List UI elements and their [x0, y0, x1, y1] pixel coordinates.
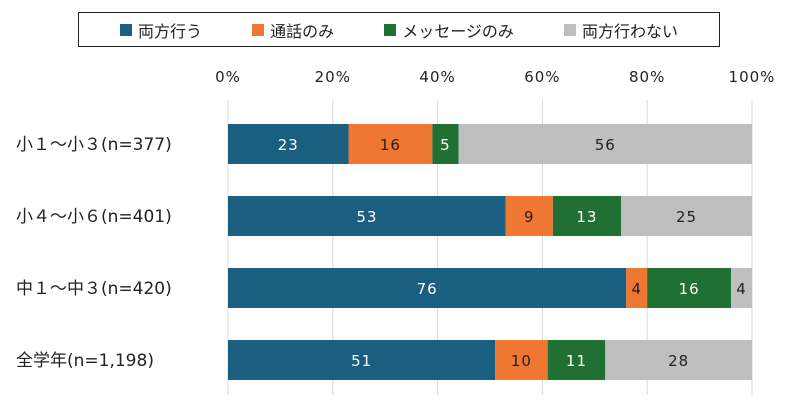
x-tick-label: 0%	[215, 68, 241, 86]
data-label: 16	[380, 136, 401, 154]
data-label: 4	[736, 280, 747, 298]
data-label: 13	[576, 208, 597, 226]
data-label: 51	[351, 352, 372, 370]
bar-segment	[547, 340, 606, 380]
legend-label: 両方行わない	[581, 21, 678, 41]
data-label: 11	[566, 352, 587, 370]
data-label: 23	[278, 136, 299, 154]
x-tick-label: 60%	[524, 68, 560, 86]
x-tick-label: 20%	[315, 68, 351, 86]
legend-label: メッセージのみ	[402, 21, 514, 41]
legend-label: 両方行う	[138, 21, 203, 41]
legend-swatch	[252, 23, 265, 36]
legend-swatch	[563, 23, 576, 36]
legend-label: 通話のみ	[270, 21, 335, 41]
category-label: 全学年(n=1,198)	[16, 351, 154, 371]
x-tick-label: 100%	[729, 68, 776, 86]
bar-segment	[505, 196, 553, 236]
data-label: 25	[676, 208, 697, 226]
bar-segment	[495, 340, 548, 380]
category-label: 中１～中３(n=420)	[16, 279, 172, 299]
bar-segment	[605, 340, 752, 380]
legend-item: 通話のみ	[252, 18, 334, 42]
bar-segment	[228, 268, 627, 308]
data-label: 16	[679, 280, 700, 298]
bar-segment	[348, 124, 433, 164]
data-label: 76	[417, 280, 438, 298]
legend-item: 両方行う	[120, 18, 202, 42]
data-label: 53	[356, 208, 377, 226]
category-label: 小４～小６(n=401)	[16, 207, 172, 227]
legend-item: 両方行わない	[563, 18, 678, 42]
bar-segment	[228, 340, 496, 380]
category-label: 小１～小３(n=377)	[16, 135, 172, 155]
bar-segment	[432, 124, 459, 164]
bar-segment	[228, 196, 506, 236]
bar-segment	[552, 196, 621, 236]
bar-segment	[626, 268, 648, 308]
x-tick-label: 40%	[419, 68, 455, 86]
bar-segment	[458, 124, 752, 164]
data-label: 4	[631, 280, 642, 298]
data-label: 56	[595, 136, 616, 154]
data-label: 28	[668, 352, 689, 370]
data-label: 9	[524, 208, 535, 226]
bar-segment	[621, 196, 752, 236]
legend-swatch	[384, 23, 397, 36]
chart-legend: 両方行う 通話のみ メッセージのみ 両方行わない	[78, 12, 720, 47]
bar-segment	[228, 124, 349, 164]
legend-swatch	[120, 23, 133, 36]
x-tick-label: 80%	[629, 68, 665, 86]
legend-item: メッセージのみ	[384, 18, 514, 42]
bar-segment	[731, 268, 752, 308]
data-label: 5	[440, 136, 451, 154]
data-label: 10	[511, 352, 532, 370]
bar-segment	[647, 268, 732, 308]
